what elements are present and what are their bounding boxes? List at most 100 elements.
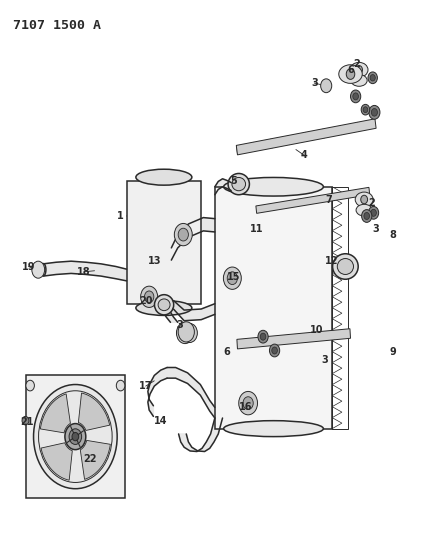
Circle shape	[370, 75, 375, 81]
Bar	[26, 375, 125, 498]
Text: 6: 6	[347, 65, 354, 75]
Circle shape	[351, 90, 361, 103]
Ellipse shape	[356, 204, 372, 216]
Polygon shape	[158, 304, 178, 322]
Circle shape	[69, 429, 82, 445]
Text: 3: 3	[321, 354, 328, 365]
Text: 11: 11	[250, 224, 263, 235]
Bar	[127, 181, 201, 304]
Text: 15: 15	[226, 272, 240, 282]
Circle shape	[116, 380, 125, 391]
Circle shape	[174, 223, 192, 246]
Polygon shape	[178, 418, 223, 451]
Text: 5: 5	[230, 176, 237, 187]
Text: 12: 12	[324, 256, 338, 266]
Text: 14: 14	[154, 416, 167, 426]
Ellipse shape	[228, 173, 250, 195]
Ellipse shape	[355, 192, 373, 207]
Text: 8: 8	[390, 230, 397, 240]
Ellipse shape	[350, 62, 368, 77]
Polygon shape	[148, 368, 167, 416]
Text: 7: 7	[326, 195, 333, 205]
Bar	[215, 187, 332, 429]
Ellipse shape	[224, 177, 324, 196]
Polygon shape	[80, 440, 110, 479]
Text: 10: 10	[309, 325, 323, 335]
Circle shape	[353, 93, 359, 100]
Ellipse shape	[224, 421, 324, 437]
Circle shape	[176, 322, 193, 344]
Text: 20: 20	[139, 296, 152, 306]
Circle shape	[260, 333, 266, 340]
Polygon shape	[236, 119, 376, 155]
Circle shape	[243, 397, 253, 409]
Circle shape	[141, 286, 158, 308]
Text: 3: 3	[373, 224, 380, 235]
Text: 2: 2	[354, 60, 360, 69]
Circle shape	[223, 267, 241, 289]
Circle shape	[270, 344, 280, 357]
Circle shape	[321, 79, 332, 93]
Circle shape	[372, 109, 377, 116]
Text: 6: 6	[223, 346, 230, 357]
Ellipse shape	[337, 259, 354, 274]
Circle shape	[26, 380, 34, 391]
Polygon shape	[171, 217, 215, 260]
Circle shape	[371, 209, 376, 216]
Text: 9: 9	[390, 346, 397, 357]
Ellipse shape	[155, 295, 174, 315]
Circle shape	[182, 324, 197, 343]
Text: 22: 22	[83, 454, 97, 464]
Polygon shape	[167, 368, 215, 418]
Text: 17: 17	[139, 381, 152, 391]
Ellipse shape	[232, 177, 246, 191]
Circle shape	[346, 69, 355, 79]
Circle shape	[368, 72, 377, 84]
Polygon shape	[215, 179, 231, 195]
Text: 18: 18	[77, 267, 91, 277]
Ellipse shape	[351, 75, 367, 86]
Text: 21: 21	[21, 417, 34, 427]
Circle shape	[239, 391, 258, 415]
Circle shape	[227, 272, 238, 285]
Circle shape	[361, 104, 370, 115]
Circle shape	[145, 291, 154, 303]
Circle shape	[272, 347, 277, 354]
Text: 4: 4	[300, 150, 307, 160]
Circle shape	[362, 209, 372, 222]
Ellipse shape	[32, 261, 45, 278]
Text: 2: 2	[369, 198, 375, 208]
Circle shape	[178, 228, 188, 241]
Circle shape	[364, 213, 369, 220]
Circle shape	[369, 106, 380, 119]
Ellipse shape	[41, 264, 46, 276]
Text: 3: 3	[311, 78, 318, 88]
Circle shape	[356, 66, 363, 74]
Ellipse shape	[339, 64, 362, 83]
Bar	[332, 187, 348, 429]
Ellipse shape	[136, 169, 192, 185]
Polygon shape	[256, 188, 370, 213]
Polygon shape	[40, 394, 70, 433]
Polygon shape	[237, 329, 351, 349]
Circle shape	[180, 327, 190, 339]
Text: 19: 19	[22, 262, 35, 271]
Circle shape	[72, 432, 79, 441]
Circle shape	[178, 322, 194, 342]
Circle shape	[369, 206, 379, 219]
Text: 3: 3	[176, 320, 183, 330]
Circle shape	[363, 107, 368, 112]
Circle shape	[33, 384, 117, 489]
Polygon shape	[78, 393, 110, 431]
Circle shape	[65, 424, 86, 450]
Ellipse shape	[333, 254, 358, 279]
Polygon shape	[43, 261, 127, 281]
Text: 16: 16	[239, 402, 253, 413]
Circle shape	[258, 330, 268, 343]
Polygon shape	[173, 301, 215, 321]
Circle shape	[361, 195, 368, 204]
Ellipse shape	[136, 301, 192, 316]
Polygon shape	[41, 443, 72, 480]
Text: 7107 1500 A: 7107 1500 A	[14, 19, 101, 33]
Circle shape	[22, 416, 29, 425]
